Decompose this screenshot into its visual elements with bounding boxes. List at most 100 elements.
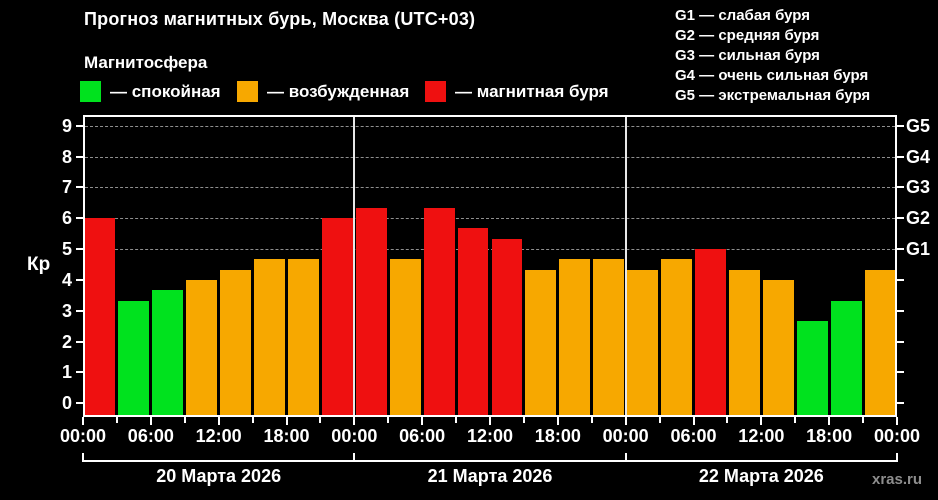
x-axis-tick	[556, 417, 559, 425]
legend-item-quiet: — спокойная	[80, 81, 221, 102]
y-axis-tick-right	[897, 186, 904, 189]
y-axis-tick-right	[897, 124, 904, 127]
x-axis-tick	[319, 417, 322, 423]
y-axis-tick-label: 2	[61, 331, 72, 352]
g-scale-legend-line: G3 — сильная буря	[675, 47, 820, 64]
storm-swatch-icon	[425, 81, 446, 102]
y-axis-tick-right	[897, 371, 904, 374]
y-axis-tick-right	[897, 340, 904, 343]
plot-area	[83, 115, 897, 417]
x-axis-tick	[82, 417, 84, 425]
x-axis-tick-label: 12:00	[195, 426, 242, 446]
x-axis-tick	[387, 417, 390, 423]
date-label: 21 Марта 2026	[427, 466, 553, 486]
x-axis-tick-label: 12:00	[738, 426, 785, 446]
x-axis-tick	[692, 417, 695, 425]
kp-bar	[695, 249, 726, 415]
gridline-kp5	[85, 249, 895, 251]
kp-bar	[627, 269, 659, 415]
x-axis-tick-label: 06:00	[127, 426, 174, 446]
x-axis-tick	[794, 417, 797, 423]
x-axis-tick	[285, 417, 288, 425]
y-axis-tick-left	[76, 248, 83, 251]
kp-bar	[423, 208, 455, 415]
y-axis-tick-right	[897, 309, 904, 312]
kp-bar	[830, 300, 862, 415]
g-axis-label-g4: G4	[906, 146, 931, 167]
x-axis-tick	[624, 417, 627, 425]
y-axis-tick-label: 8	[61, 146, 72, 167]
g-scale-legend-line: G4 — очень сильная буря	[675, 67, 869, 84]
x-axis-tick-label: 06:00	[670, 426, 717, 446]
x-axis-tick	[522, 417, 525, 423]
y-axis-tick-right	[897, 278, 904, 281]
kp-bar	[118, 300, 150, 415]
kp-bar	[389, 259, 421, 415]
date-label: 22 Марта 2026	[698, 466, 824, 486]
y-axis-tick-left	[76, 217, 83, 220]
g-scale-legend-line: G1 — слабая буря	[675, 7, 811, 24]
x-axis-tick	[421, 417, 424, 425]
x-axis-tick-label: 12:00	[466, 426, 514, 446]
y-axis-tick-right	[897, 217, 904, 220]
g-axis-label-g3: G3	[906, 177, 931, 198]
kp-bar	[220, 269, 252, 415]
date-bracket-cap	[353, 453, 356, 462]
x-axis-tick	[726, 417, 729, 423]
x-axis-tick	[183, 417, 186, 423]
x-axis-tick-label: 00:00	[331, 426, 378, 446]
legend-item-label: — возбужденная	[267, 81, 410, 101]
y-axis-tick-label: 1	[61, 362, 72, 383]
x-axis-tick	[353, 417, 356, 425]
g-scale-legend-line: G5 — экстремальная буря	[675, 87, 871, 104]
g-scale-legend: G1 — слабая буря G2 — средняя буря G3 — си…	[675, 6, 870, 106]
x-axis-tick	[658, 417, 661, 423]
day-divider	[624, 115, 627, 417]
kp-bar	[661, 259, 692, 415]
x-axis-tick	[862, 417, 865, 423]
y-axis-tick-left	[76, 124, 83, 127]
unsettled-swatch-icon	[237, 81, 258, 102]
kp-bar	[85, 218, 116, 415]
x-axis-tick-label: 06:00	[399, 426, 446, 446]
date-bracket-line	[83, 460, 897, 462]
y-axis-tick-label: 9	[61, 115, 72, 136]
date-bracket-cap	[82, 453, 84, 462]
kp-bar	[321, 218, 353, 415]
g-axis-label-g1: G1	[906, 239, 931, 260]
gridline-kp8	[85, 156, 895, 158]
magnetosphere-label: Магнитосфера	[84, 53, 208, 72]
kp-bar	[593, 259, 625, 415]
x-axis-tick	[115, 417, 118, 423]
y-axis-tick-left	[76, 278, 83, 281]
y-axis-tick-right	[897, 248, 904, 251]
x-axis-tick-label: 00:00	[873, 426, 921, 446]
kp-bar	[355, 208, 387, 415]
x-axis-tick	[217, 417, 220, 425]
kp-bar	[491, 238, 523, 415]
kp-bar	[728, 269, 760, 415]
legend-item-label: — магнитная буря	[455, 81, 609, 101]
legend-item-label: — спокойная	[110, 81, 221, 101]
x-axis-tick-label: 18:00	[534, 426, 581, 446]
y-axis-tick-right	[897, 155, 904, 158]
day-divider	[353, 115, 356, 417]
kp-bar	[254, 259, 285, 415]
y-axis-tick-label: 5	[61, 239, 72, 260]
x-axis-tick-label: 00:00	[59, 426, 107, 446]
y-axis-tick-label: 0	[61, 393, 72, 414]
x-axis-tick	[489, 417, 491, 425]
y-axis-tick-label: 3	[61, 300, 72, 321]
kp-bar	[796, 320, 828, 415]
kp-bar	[152, 290, 184, 415]
gridline-kp6	[85, 218, 895, 220]
kp-bar	[864, 269, 895, 415]
x-axis-tick	[590, 417, 593, 423]
kp-bar	[525, 269, 557, 415]
status-legend: — спокойная — возбужденная — магнитная бур…	[0, 81, 938, 104]
date-bracket-cap	[624, 453, 627, 462]
y-axis-tick-left	[76, 340, 83, 343]
x-axis-tick-label: 00:00	[602, 426, 649, 446]
x-axis-tick	[896, 417, 898, 425]
